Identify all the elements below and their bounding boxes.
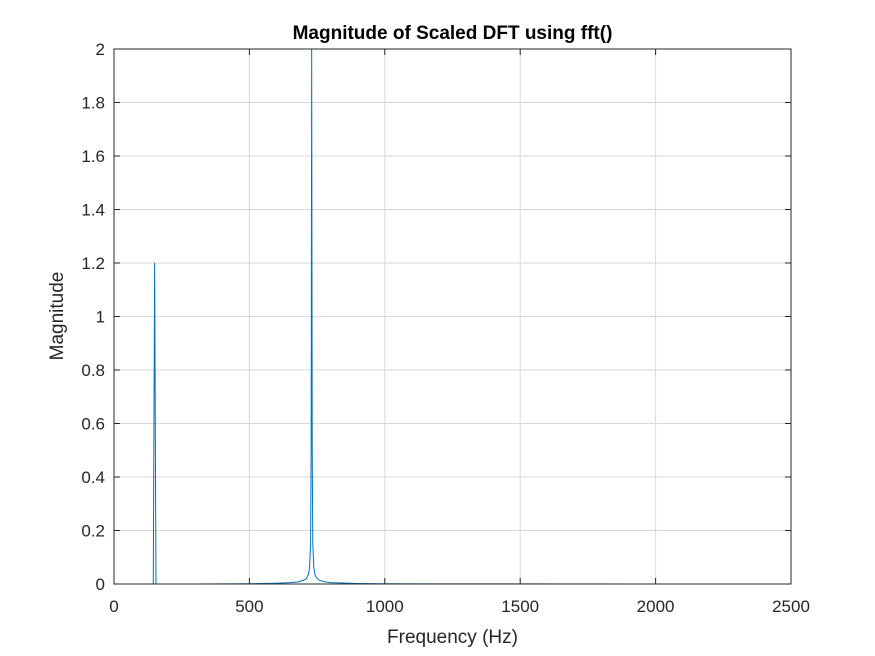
x-tick-label: 0 [109, 597, 118, 616]
y-tick-label: 0.2 [81, 522, 105, 541]
y-tick-label: 0.6 [81, 415, 105, 434]
y-tick-label: 0.4 [81, 468, 105, 487]
y-tick-label: 1.6 [81, 147, 105, 166]
y-tick-label: 1.4 [81, 201, 105, 220]
y-tick-label: 2 [96, 40, 105, 59]
y-tick-label: 1 [96, 308, 105, 327]
x-tick-label: 1500 [501, 597, 539, 616]
y-tick-label: 1.8 [81, 94, 105, 113]
y-axis-label: Magnitude [47, 272, 68, 361]
chart-title: Magnitude of Scaled DFT using fft() [293, 23, 613, 44]
x-axis-label: Frequency (Hz) [387, 627, 518, 648]
y-tick-label: 1.2 [81, 254, 105, 273]
x-axis-ticks: 0 500 1000 1500 2000 2500 [109, 49, 810, 616]
x-tick-label: 2000 [637, 597, 675, 616]
x-tick-label: 500 [235, 597, 263, 616]
x-tick-label: 1000 [366, 597, 404, 616]
y-tick-label: 0 [96, 575, 105, 594]
y-axis-ticks: 0 0.2 0.4 0.6 0.8 1 1.2 1.4 1.6 1.8 2 [81, 40, 791, 594]
x-tick-label: 2500 [772, 597, 810, 616]
y-tick-label: 0.8 [81, 361, 105, 380]
grid-lines [114, 49, 791, 584]
